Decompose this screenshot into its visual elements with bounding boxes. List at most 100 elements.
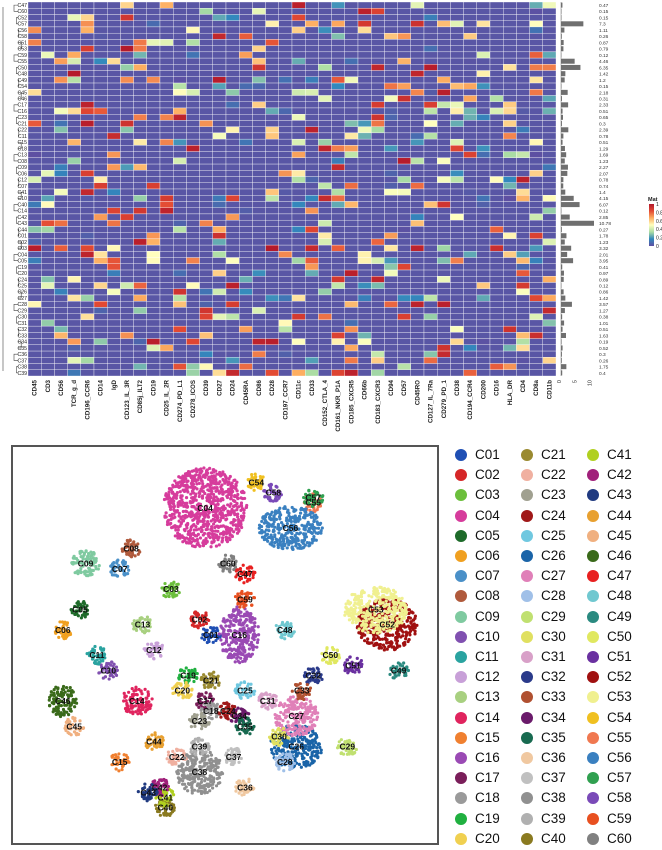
- heatmap-cell: [93, 207, 108, 215]
- heatmap-cell: [225, 257, 240, 264]
- heatmap-cell: [41, 1, 55, 9]
- heatmap-cell: [423, 157, 438, 165]
- heatmap-cell: [357, 95, 372, 102]
- cluster-point: [226, 482, 230, 486]
- heatmap-cell: [397, 176, 411, 183]
- heatmap-cell: [357, 350, 372, 358]
- heatmap-cell: [344, 363, 359, 370]
- heatmap-cell: [542, 195, 557, 202]
- heatmap-cell: [93, 57, 108, 65]
- heatmap-cell: [318, 107, 332, 115]
- heatmap-cell: [437, 95, 451, 102]
- heatmap-cell: [212, 114, 227, 121]
- heatmap-cell: [516, 319, 530, 327]
- heatmap-cell: [93, 294, 108, 302]
- heatmap-cell: [212, 257, 227, 264]
- row-label: C05: [17, 259, 27, 265]
- heatmap-cell: [331, 188, 345, 196]
- heatmap-cell: [450, 238, 464, 246]
- heatmap-cell: [331, 64, 345, 71]
- row-label: C41: [17, 190, 27, 196]
- cluster-point: [211, 513, 216, 518]
- cluster-point: [304, 739, 308, 743]
- heatmap-cell: [67, 332, 81, 339]
- heatmap-cell: [542, 357, 557, 364]
- heatmap-cell: [146, 332, 161, 339]
- heatmap-cell: [27, 101, 42, 109]
- dendrogram-branch: [16, 216, 18, 224]
- heatmap-cell: [186, 101, 200, 109]
- heatmap-cell: [67, 207, 81, 215]
- heatmap-cell: [252, 101, 266, 109]
- heatmap-cell: [41, 350, 55, 358]
- cluster-point: [185, 526, 189, 530]
- column-label: CD3: [45, 379, 52, 392]
- cluster-point: [225, 540, 230, 544]
- heatmap-cell: [423, 201, 438, 208]
- heatmap-cell: [450, 344, 464, 352]
- heatmap-cell: [186, 338, 200, 346]
- bar-value-label: 7.3: [599, 22, 606, 28]
- heatmap-cell: [252, 14, 266, 21]
- heatmap-cell: [212, 82, 227, 90]
- bar-value-label: 2.01: [599, 252, 609, 258]
- bar-value-label: 1.2: [599, 78, 606, 84]
- cluster-size-bar: [561, 40, 564, 46]
- colorbar-tick: 0.8: [656, 210, 662, 216]
- heatmap-cell: [186, 89, 200, 96]
- heatmap-cell: [239, 95, 253, 102]
- heatmap-cell: [489, 332, 504, 339]
- heatmap-cell: [278, 232, 293, 240]
- heatmap-cell: [120, 201, 134, 208]
- heatmap-cell: [357, 188, 372, 196]
- heatmap-cell: [291, 269, 306, 277]
- heatmap-cell: [384, 363, 398, 370]
- heatmap-cell: [265, 344, 279, 352]
- dendrogram-branch: [13, 304, 18, 311]
- heatmap-cell: [120, 276, 134, 283]
- cluster-point: [235, 656, 239, 660]
- cluster-point: [210, 541, 214, 545]
- cluster-point: [132, 689, 136, 693]
- heatmap-cell: [463, 288, 477, 296]
- cluster-point: [204, 537, 208, 541]
- heatmap-cell: [120, 14, 134, 21]
- heatmap-cell: [159, 163, 174, 171]
- dendrogram-branch: [16, 166, 18, 174]
- heatmap-cell: [318, 26, 332, 34]
- heatmap-cell: [199, 176, 213, 183]
- cluster-point: [316, 742, 320, 747]
- heatmap-cell: [239, 82, 253, 90]
- cluster-point: [78, 550, 82, 554]
- heatmap-cell: [67, 301, 81, 308]
- bar-value-label: 10.78: [599, 221, 611, 227]
- heatmap-cell: [186, 363, 200, 370]
- cluster-point: [76, 602, 81, 606]
- heatmap-cell: [384, 332, 398, 339]
- heatmap-cell: [146, 26, 161, 34]
- cluster-point: [131, 542, 135, 546]
- heatmap-cell: [107, 14, 121, 21]
- heatmap-cell: [225, 313, 240, 321]
- heatmap-cell: [265, 14, 279, 21]
- cluster-point: [230, 613, 234, 617]
- cluster-point: [143, 687, 147, 691]
- heatmap-cell: [54, 51, 68, 59]
- heatmap-cell: [450, 157, 464, 165]
- heatmap-cell: [186, 132, 200, 140]
- heatmap-cell: [278, 70, 293, 77]
- heatmap-cell: [265, 114, 279, 121]
- heatmap-cell: [305, 244, 319, 252]
- heatmap-cell: [80, 350, 95, 358]
- heatmap-cell: [278, 325, 293, 333]
- heatmap-cell: [318, 1, 332, 9]
- heatmap-cell: [239, 101, 253, 109]
- heatmap-cell: [186, 176, 200, 183]
- heatmap-cell: [384, 14, 398, 21]
- heatmap-cell: [529, 363, 543, 370]
- cluster-point: [174, 528, 178, 532]
- heatmap-cell: [212, 145, 227, 152]
- heatmap-cell: [107, 251, 121, 258]
- cluster-point: [113, 569, 117, 573]
- heatmap-cell: [225, 20, 240, 28]
